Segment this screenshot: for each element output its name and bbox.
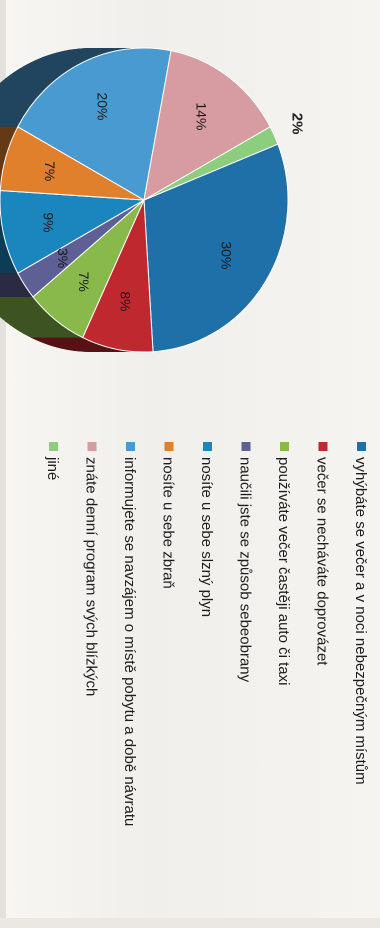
- pie-value-labels: 30%8%7%3%9%7%20% 14% 2%: [40, 92, 305, 311]
- legend-label-2: používáte večer častěji auto či taxi: [275, 457, 292, 685]
- pie-slice-side-5: [0, 126, 18, 191]
- pie-slice-8: [143, 126, 279, 201]
- pie-slice-side-3: [0, 273, 34, 297]
- page-edge-bottom: [0, 918, 380, 928]
- legend-label-0: vyhýbáte se večer a v noci nebezpečným m…: [352, 457, 369, 785]
- slice-value-label-0: 30%: [219, 241, 235, 269]
- pie-slice-0: [143, 143, 289, 353]
- legend-label-6: informujete se navzájem o místě pobytu a…: [121, 457, 138, 826]
- pie-slice-7: [143, 50, 271, 201]
- legend-swatch-3: [241, 442, 251, 451]
- legend-swatch-8: [49, 442, 58, 451]
- slice-value-label-4: 9%: [40, 212, 56, 232]
- legend-swatch-5: [164, 442, 174, 451]
- slice-value-label-8: 2%: [289, 113, 306, 135]
- legend-swatch-7: [87, 442, 97, 451]
- legend-swatch-4: [203, 442, 212, 451]
- legend-label-4: nosíte u sebe slzný plyn: [198, 457, 215, 617]
- slice-value-label-6: 20%: [94, 92, 110, 120]
- slice-value-label-1: 8%: [118, 291, 134, 311]
- pie-slice-side-6: [0, 48, 144, 127]
- legend-swatch-6: [126, 442, 135, 451]
- legend-label-8: jiné: [44, 456, 61, 480]
- slice-value-label-2: 7%: [76, 272, 92, 292]
- slice-value-label-5: 7%: [42, 161, 58, 181]
- legend-label-1: večer se necháváte doprovázet: [314, 457, 331, 666]
- pie-top: [0, 47, 289, 353]
- slice-value-label-7: 14%: [194, 102, 210, 130]
- legend: vyhýbáte se večer a v noci nebezpečným m…: [44, 442, 369, 826]
- legend-swatch-0: [357, 442, 366, 451]
- slice-value-label-3: 3%: [55, 248, 71, 268]
- pie-slice-side-1: [30, 337, 144, 352]
- legend-label-7: znáte denní program svých blízkých: [83, 457, 100, 696]
- legend-label-3: naučili jste se způsob sebeobrany: [237, 457, 254, 683]
- legend-swatch-2: [280, 442, 289, 451]
- pie-slice-4: [0, 189, 146, 274]
- page-edge: [0, 0, 6, 928]
- legend-swatch-1: [318, 442, 328, 451]
- pie-slice-side-2: [0, 296, 83, 338]
- pie-slice-6: [17, 47, 172, 201]
- legend-label-5: nosíte u sebe zbraň: [160, 457, 177, 589]
